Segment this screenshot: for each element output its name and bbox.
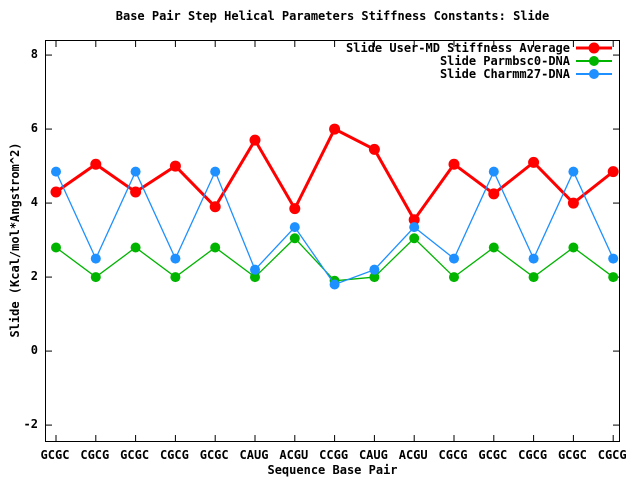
x-tick-label: ACGU [279, 448, 309, 462]
chart-title: Base Pair Step Helical Parameters Stiffn… [115, 9, 550, 23]
y-axis-label: Slide (Kcal/mol*Angstrom^2) [8, 142, 22, 338]
legend: Slide User-MD Stiffness Average Slide Pa… [346, 40, 612, 81]
x-tick-label: CGCG [159, 448, 189, 462]
y-tick-label: 0 [30, 343, 38, 358]
legend-line-sample [576, 67, 612, 80]
x-axis-label: Sequence Base Pair [267, 463, 398, 477]
x-tick-label: CGCG [80, 448, 110, 462]
legend-label: Slide Charmm27-DNA [439, 66, 570, 81]
x-tick-label: GCGC [557, 448, 587, 462]
x-tick-label: GCGC [478, 448, 508, 462]
y-tick-label: 8 [30, 47, 38, 62]
x-tick-label: GCGC [120, 448, 150, 462]
x-tick-label: CAUG [239, 448, 269, 462]
x-tick-label: ACGU [398, 448, 428, 462]
plot-area [45, 40, 620, 442]
x-tick-label: CGCG [597, 448, 627, 462]
x-tick-label: CCGG [319, 448, 349, 462]
legend-marker-icon [589, 68, 599, 79]
x-tick-label: CAUG [358, 448, 388, 462]
legend-line-sample [576, 54, 612, 67]
x-tick-label: GCGC [199, 448, 229, 462]
legend-label: Slide User-MD Stiffness Average [346, 40, 570, 55]
legend-entry: Slide Parmbsc0-DNA [346, 53, 612, 68]
y-tick-label: -2 [23, 417, 38, 432]
y-tick-label: 4 [30, 195, 38, 210]
legend-line-sample [576, 41, 612, 54]
legend-entry: Slide Charmm27-DNA [346, 66, 612, 81]
legend-marker-icon [588, 42, 600, 53]
plot-canvas [46, 41, 619, 441]
x-tick-label: GCGC [40, 448, 70, 462]
legend-label: Slide Parmbsc0-DNA [439, 53, 570, 68]
x-tick-label: CGCG [438, 448, 468, 462]
y-tick-label: 6 [30, 121, 38, 136]
legend-marker-icon [589, 55, 599, 66]
y-tick-label: 2 [30, 269, 38, 284]
x-tick-label: CGCG [518, 448, 548, 462]
legend-entry: Slide User-MD Stiffness Average [346, 40, 612, 55]
